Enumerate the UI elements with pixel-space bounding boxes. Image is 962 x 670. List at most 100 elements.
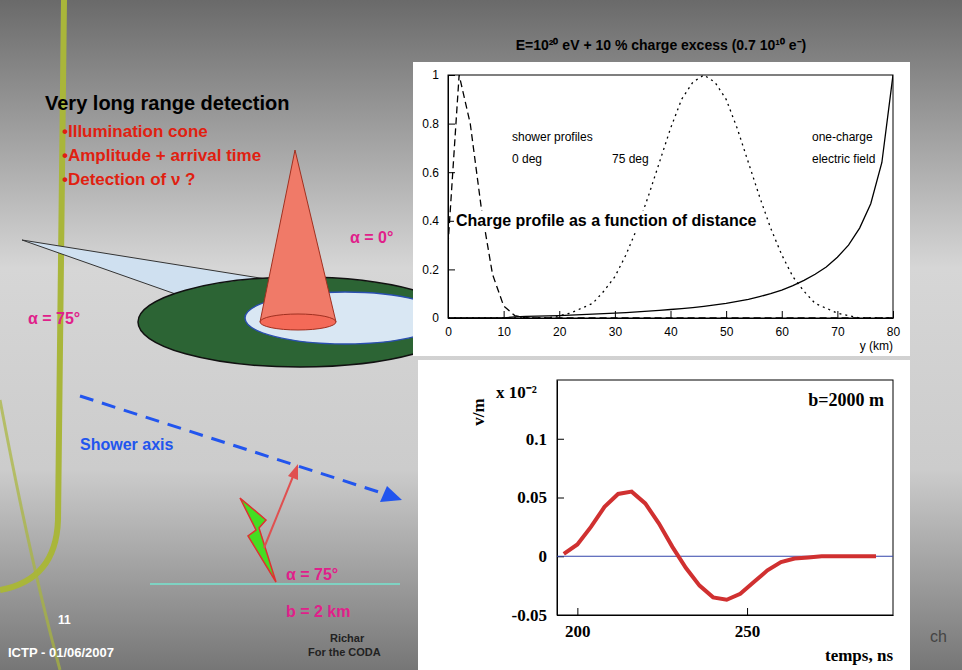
tick-label: 0	[445, 325, 452, 339]
angle-label: α = 75°	[286, 566, 338, 583]
label-patch	[454, 211, 759, 230]
footer-text: For the CODA	[308, 646, 381, 658]
lightning	[240, 498, 276, 582]
tick: 0.2	[422, 263, 455, 277]
bullet: •Detection of ν ?	[62, 170, 195, 189]
arrow-head	[288, 464, 298, 480]
tick-mark	[448, 172, 455, 173]
axis-line	[448, 76, 449, 319]
tick: 0.05	[517, 488, 564, 507]
tick-mark	[557, 615, 564, 616]
tick-label: 10	[497, 325, 511, 339]
tick: 0.1	[526, 430, 564, 449]
series-line	[448, 75, 893, 318]
impact-label: b = 2 km	[286, 603, 350, 620]
annotation: b=2000 m	[808, 390, 884, 410]
axis-title: v/m	[469, 398, 488, 425]
ground-line	[150, 583, 400, 585]
annotation: shower profiles	[512, 130, 593, 144]
tick-mark	[893, 311, 894, 318]
tick-mark	[448, 75, 455, 76]
tick: 0.6	[422, 166, 455, 180]
tick-mark	[577, 608, 578, 615]
tick: 0.8	[422, 117, 455, 131]
tick-label: 80	[887, 325, 901, 339]
background	[0, 0, 962, 670]
tick-label: 40	[664, 325, 678, 339]
decoration-line	[0, 0, 64, 590]
y-axis: 0 0.2 0.4 0.6 0.8 1	[422, 68, 455, 325]
annotation: x 10⁻²	[496, 383, 537, 402]
x-axis: 200 250	[558, 608, 894, 641]
tick-mark	[557, 439, 564, 440]
tick-label: 20	[553, 325, 567, 339]
tick-label: -0.05	[512, 606, 547, 625]
tick-mark	[747, 608, 748, 615]
tick: -0.05	[512, 606, 564, 625]
plot-area	[557, 492, 893, 600]
footer-text: Richar	[330, 632, 365, 644]
axis-line	[558, 615, 894, 616]
axis-label: Shower axis	[80, 436, 173, 453]
chart: 0 10 20 30 40 50 60 70 80 0 0.2 0.4 0.6 0.8 1	[422, 68, 900, 338]
tick-label: 0.6	[422, 166, 439, 180]
series-label: 75 deg	[612, 152, 649, 166]
tick-mark	[448, 318, 455, 319]
tick-label: 0	[539, 547, 548, 566]
tick: 0	[432, 311, 455, 325]
tick-label: 0.1	[526, 430, 547, 449]
bullet: •Illumination cone	[62, 122, 208, 141]
tick: 250	[735, 608, 761, 641]
tick-mark	[448, 269, 455, 270]
diagram: α = 0°α = 75°Shower axisα = 75°b = 2 km	[22, 150, 462, 620]
slide: Very long range detection •Illumination c…	[0, 0, 962, 670]
tick-mark	[448, 124, 455, 125]
tick-label: 60	[776, 325, 790, 339]
tick-mark	[504, 311, 505, 318]
tick-mark	[782, 311, 783, 318]
cone-vertical	[260, 150, 336, 322]
tick: 1	[432, 68, 455, 82]
annotation: Charge profile as a function of distance	[456, 212, 757, 229]
footer-text: ICTP - 01/06/2007	[8, 645, 114, 660]
tick-label: 50	[720, 325, 734, 339]
axis-title: y (km)	[860, 339, 893, 353]
series-line	[448, 75, 893, 318]
heading: Very long range detection	[45, 92, 290, 114]
tick-mark	[726, 311, 727, 318]
tick-label: 30	[609, 325, 623, 339]
tick: 70	[831, 311, 845, 339]
series-label: one-chargeelectric field	[812, 130, 875, 166]
axis-line	[449, 318, 894, 319]
caption: Charge profile as a function of distance	[454, 211, 759, 230]
tick-mark	[615, 311, 616, 318]
cone-label: α = 75°	[28, 310, 80, 327]
panel	[418, 360, 910, 670]
tick-mark	[837, 311, 838, 318]
tick: 200	[565, 608, 591, 641]
plot-frame	[448, 75, 893, 318]
tick-label: 1	[432, 68, 439, 82]
plot-area	[448, 75, 893, 318]
series-line	[564, 492, 876, 600]
plot-frame	[557, 380, 893, 615]
tick-label: 250	[735, 622, 761, 641]
impact-arrow	[264, 474, 294, 548]
tick-label: 0.05	[517, 488, 547, 507]
tick-label: 0.4	[422, 214, 439, 228]
cone-base	[260, 314, 336, 330]
series-line	[448, 75, 893, 318]
decoration-line	[0, 400, 60, 670]
tick-label: 0.2	[422, 263, 439, 277]
tick: 10	[497, 311, 511, 339]
page-number: 11	[58, 613, 71, 627]
y-axis: -0.05 0 0.05 0.1	[512, 381, 564, 625]
axis-title: temps, ns	[825, 646, 893, 665]
series-label: 0 deg	[512, 152, 542, 166]
tick-mark	[671, 311, 672, 318]
panel	[413, 62, 910, 356]
arrow-head	[380, 486, 402, 502]
chart: 200 250 -0.05 0 0.05 0.1	[512, 380, 894, 641]
tick-mark	[557, 498, 564, 499]
tick: 40	[664, 311, 678, 339]
